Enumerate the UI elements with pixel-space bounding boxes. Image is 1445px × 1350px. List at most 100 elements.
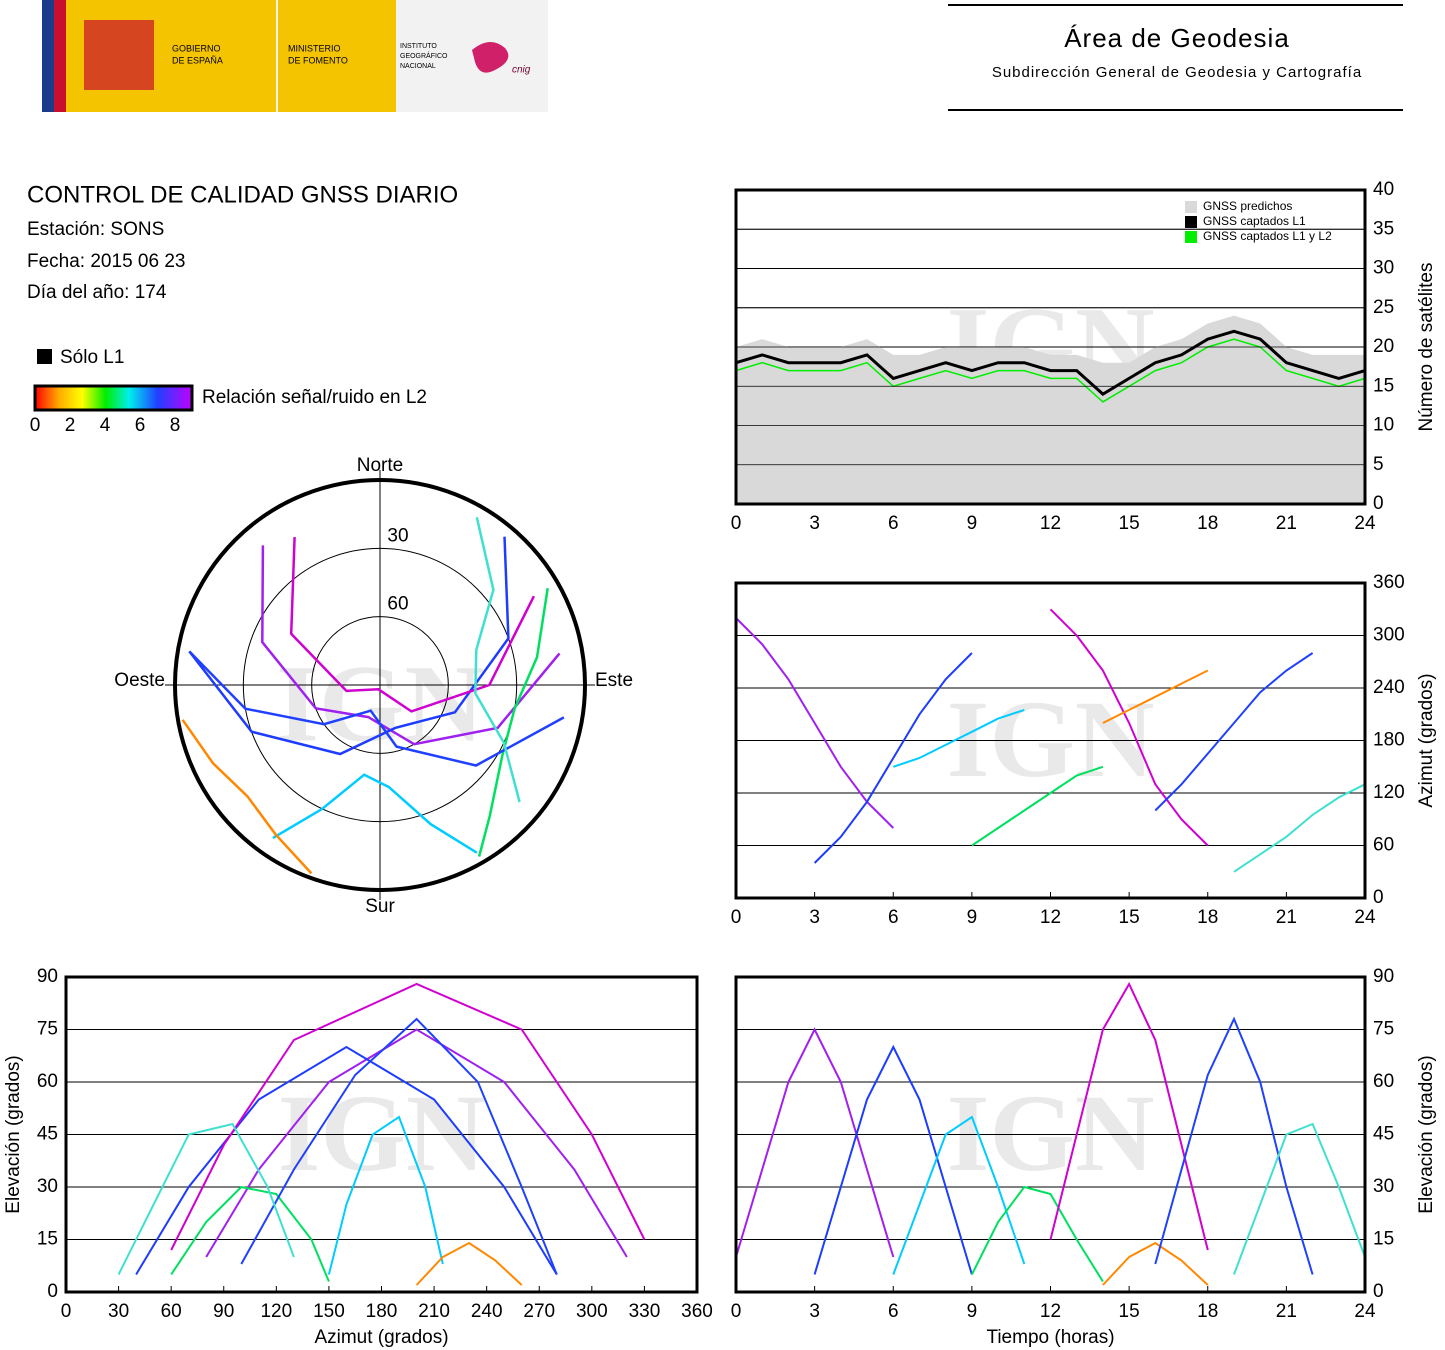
track xyxy=(735,1027,895,1258)
track xyxy=(892,708,1025,768)
r-tick-label: 60 xyxy=(387,594,408,615)
y-axis-label: Número de satélites xyxy=(1416,263,1437,432)
y-tick-label: 15 xyxy=(1373,375,1394,396)
x-tick-label: 0 xyxy=(731,513,742,534)
flag-red xyxy=(54,0,66,112)
legend-text: Sólo L1 xyxy=(60,347,124,368)
track xyxy=(1102,669,1209,724)
x-tick-label: 24 xyxy=(1354,907,1376,928)
y-tick-label: 45 xyxy=(37,1124,58,1145)
ministry-text: DE FOMENTO xyxy=(288,55,348,65)
sky-track xyxy=(272,773,478,854)
x-tick-label: 0 xyxy=(731,907,742,928)
sky-track xyxy=(188,650,565,767)
x-tick-label: 24 xyxy=(1354,513,1376,534)
y-tick-label: 360 xyxy=(1373,572,1405,593)
y-tick-label: 300 xyxy=(1373,625,1405,646)
x-tick-label: 3 xyxy=(809,1301,820,1322)
snr-tick: 6 xyxy=(135,415,146,436)
track xyxy=(813,1044,973,1275)
track xyxy=(170,1185,330,1282)
header-title: Área de Geodesia xyxy=(1064,23,1290,53)
track xyxy=(1102,1241,1209,1286)
x-tick-label: 330 xyxy=(629,1301,661,1322)
snr-tick: 8 xyxy=(170,415,181,436)
track xyxy=(813,652,973,864)
elevation-ring xyxy=(311,616,449,754)
institute-text: NACIONAL xyxy=(400,63,436,70)
y-tick-label: 75 xyxy=(37,1019,58,1040)
institute-text: GEOGRÁFICO xyxy=(400,51,448,60)
x-tick-label: 360 xyxy=(681,1301,713,1322)
snr-tick: 0 xyxy=(30,415,41,436)
x-tick-label: 18 xyxy=(1197,907,1218,928)
info-line: Estación: SONS xyxy=(27,219,164,240)
x-axis-label: Tiempo (horas) xyxy=(986,1327,1114,1348)
watermark: IGN xyxy=(947,1072,1155,1194)
sky-track xyxy=(477,588,549,857)
track xyxy=(240,1017,558,1275)
r-tick-label: 30 xyxy=(387,525,408,546)
x-tick-label: 9 xyxy=(967,907,978,928)
institute-text: INSTITUTO xyxy=(400,43,437,50)
y-tick-label: 30 xyxy=(1373,258,1394,279)
x-tick-label: 3 xyxy=(809,907,820,928)
y-axis-label: Elevación (grados) xyxy=(3,1055,24,1213)
legend-entry: GNSS predichos xyxy=(1203,199,1292,213)
cnig-text: cnig xyxy=(512,65,531,76)
x-tick-label: 15 xyxy=(1119,907,1140,928)
report-title: CONTROL DE CALIDAD GNSS DIARIO xyxy=(27,181,458,208)
x-tick-label: 15 xyxy=(1119,1301,1140,1322)
y-tick-label: 30 xyxy=(37,1176,58,1197)
y-tick-label: 40 xyxy=(1373,179,1394,200)
plot-frame xyxy=(734,581,1367,900)
y-tick-label: 0 xyxy=(1373,1281,1384,1302)
x-tick-label: 0 xyxy=(731,1301,742,1322)
x-tick-label: 6 xyxy=(888,1301,899,1322)
x-tick-label: 9 xyxy=(967,1301,978,1322)
sky-track xyxy=(188,536,510,756)
x-tick-label: 120 xyxy=(260,1301,292,1322)
y-tick-label: 10 xyxy=(1373,415,1394,436)
direction-label: Este xyxy=(595,670,633,691)
x-tick-label: 18 xyxy=(1197,1301,1218,1322)
track xyxy=(117,1122,295,1275)
logos: GOBIERNO DE ESPAÑA MINISTERIO DE FOMENTO… xyxy=(42,0,548,112)
y-tick-label: 60 xyxy=(1373,1071,1394,1092)
l1-swatch xyxy=(37,349,52,364)
track xyxy=(327,1115,444,1275)
predicted-area xyxy=(736,315,1365,504)
track xyxy=(415,1241,523,1286)
x-tick-label: 90 xyxy=(213,1301,234,1322)
y-tick-label: 60 xyxy=(37,1071,58,1092)
legend-entry: GNSS captados L1 xyxy=(1203,214,1306,228)
watermark: IGN xyxy=(278,1072,486,1194)
count-line xyxy=(735,329,1366,396)
horizon xyxy=(173,478,587,892)
snr-tick: 2 xyxy=(65,415,76,436)
y-tick-label: 75 xyxy=(1373,1019,1394,1040)
direction-label: Norte xyxy=(357,455,403,476)
x-axis-label: Azimut (grados) xyxy=(314,1327,448,1348)
x-tick-label: 0 xyxy=(61,1301,72,1322)
track xyxy=(1154,1016,1314,1275)
coat-of-arms xyxy=(84,20,154,90)
sky-track xyxy=(474,517,521,803)
info-line: Fecha: 2015 06 23 xyxy=(27,251,185,272)
y-tick-label: 240 xyxy=(1373,677,1405,698)
x-tick-label: 6 xyxy=(888,907,899,928)
x-tick-label: 150 xyxy=(313,1301,345,1322)
y-tick-label: 20 xyxy=(1373,336,1394,357)
y-tick-label: 35 xyxy=(1373,218,1394,239)
x-tick-label: 18 xyxy=(1197,513,1218,534)
y-tick-label: 0 xyxy=(47,1281,58,1302)
x-tick-label: 12 xyxy=(1040,1301,1061,1322)
sky-track xyxy=(261,545,561,746)
x-tick-label: 270 xyxy=(523,1301,555,1322)
x-tick-label: 6 xyxy=(888,513,899,534)
track xyxy=(1049,981,1209,1251)
sky-track xyxy=(181,719,313,875)
y-axis-label: Elevación (grados) xyxy=(1416,1055,1437,1213)
x-tick-label: 240 xyxy=(471,1301,503,1322)
x-tick-label: 21 xyxy=(1276,1301,1297,1322)
